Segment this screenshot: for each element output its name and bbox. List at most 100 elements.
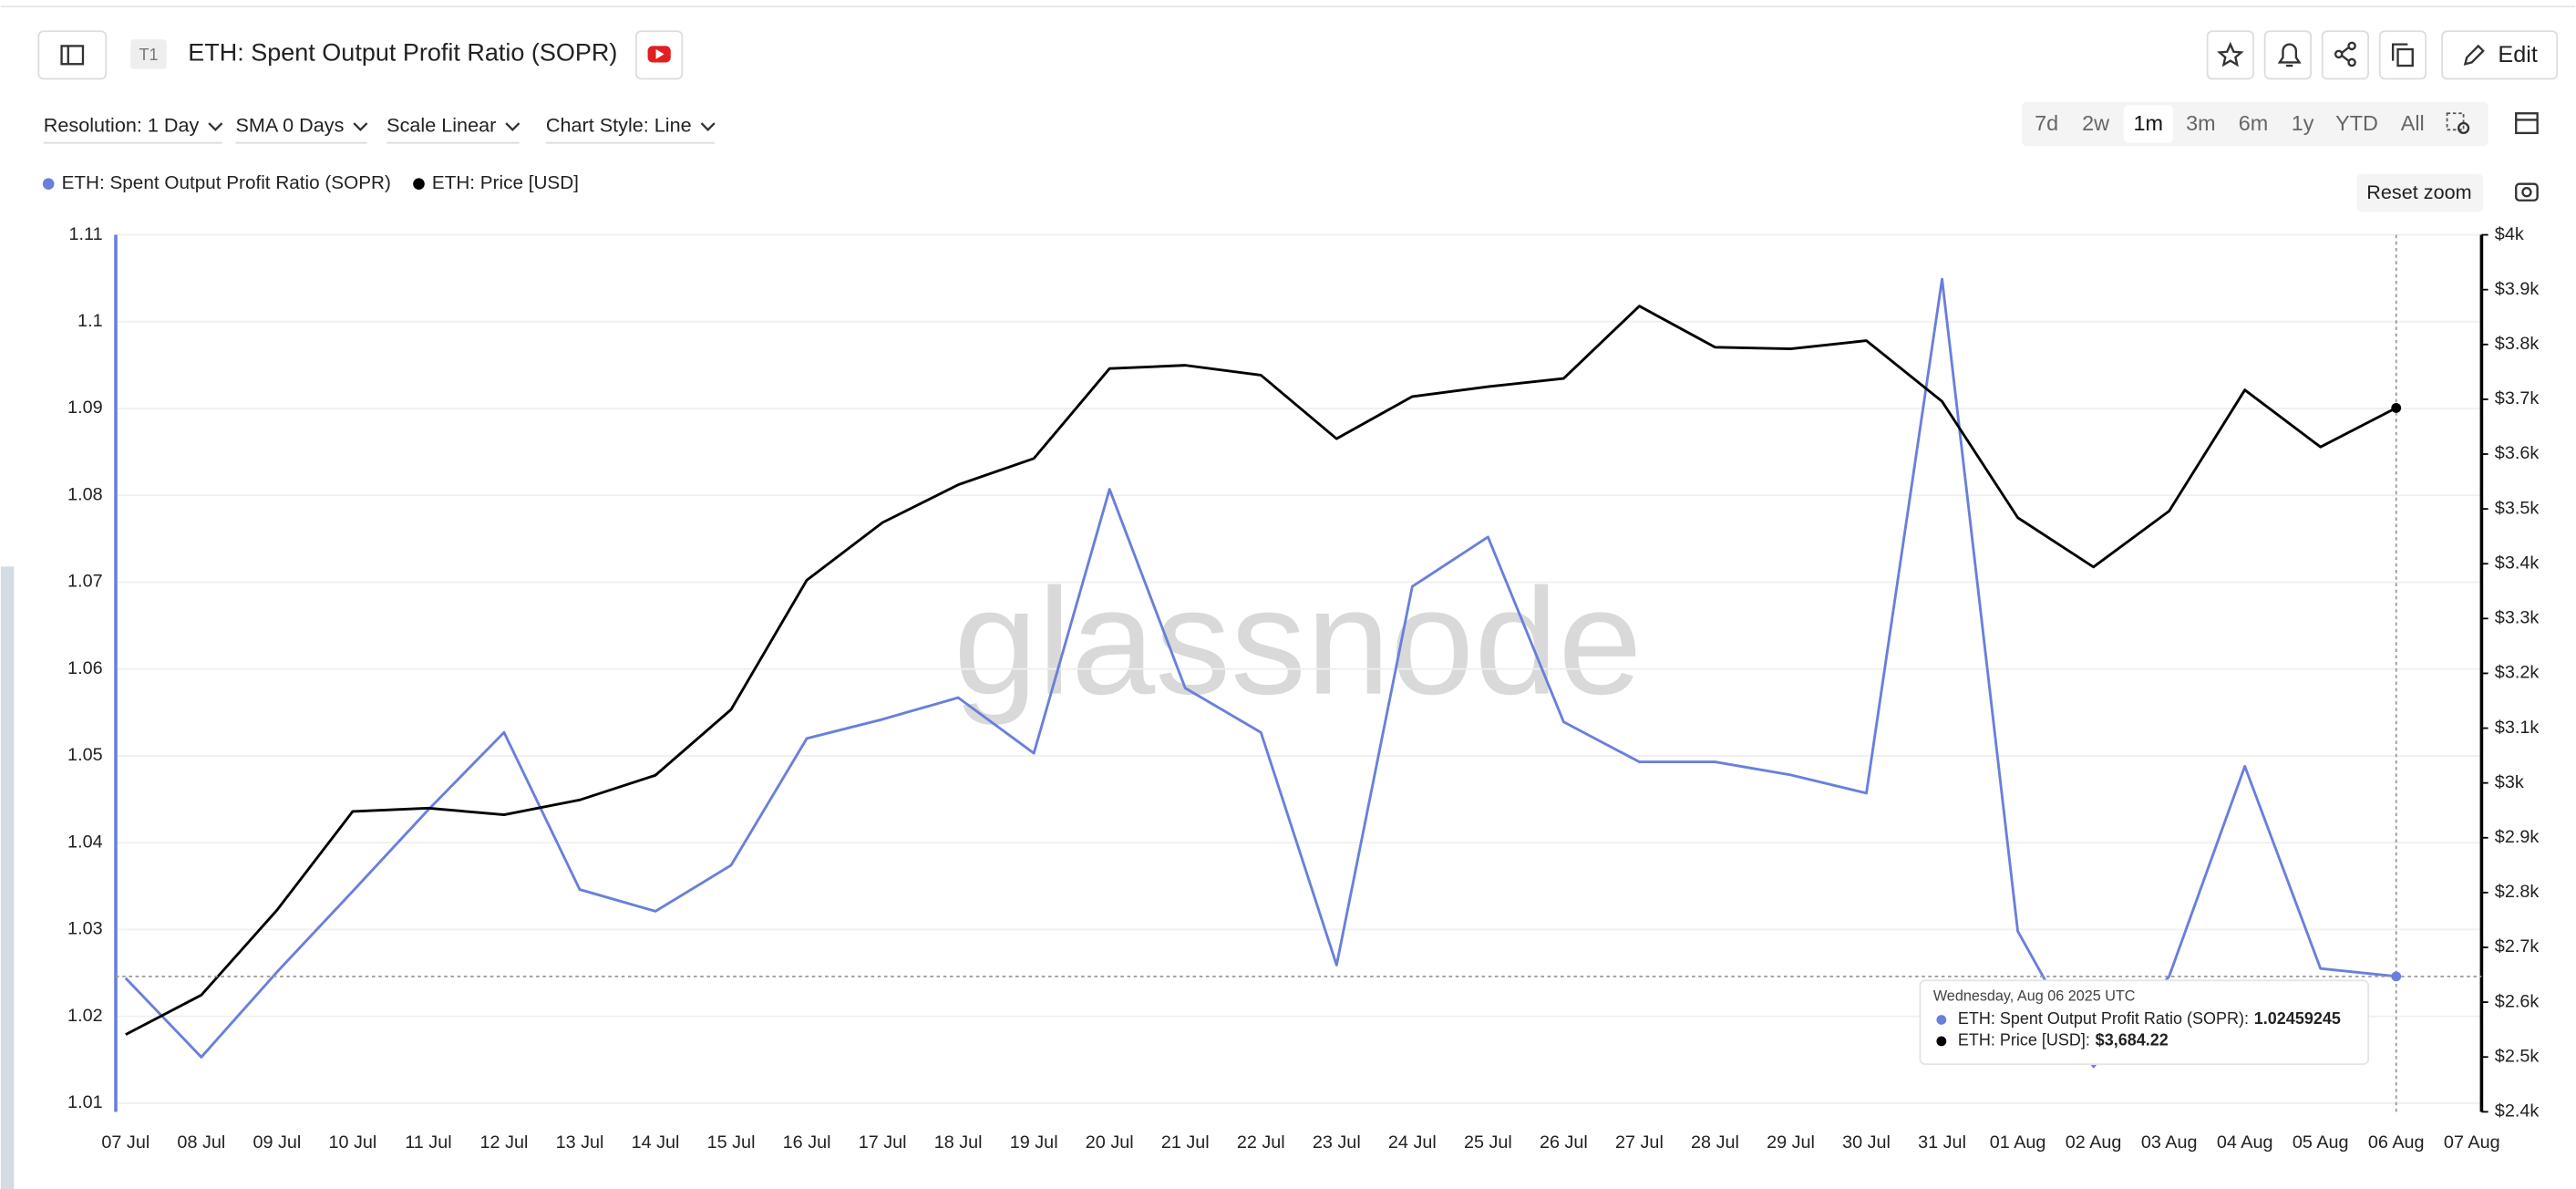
control-dropdown[interactable]: Chart Style: Line bbox=[545, 113, 716, 144]
y2-tick-label: $3k bbox=[2495, 772, 2524, 792]
y-tick-label: 1.08 bbox=[67, 484, 103, 504]
x-tick-label: 30 Jul bbox=[1842, 1132, 1891, 1153]
range-button[interactable]: 2w bbox=[2082, 111, 2109, 135]
legend-dot bbox=[413, 178, 425, 191]
y2-tick-label: $2.4k bbox=[2495, 1101, 2540, 1122]
hover-point bbox=[2391, 971, 2402, 982]
range-selected bbox=[2123, 105, 2173, 143]
tooltip-box bbox=[1919, 979, 2370, 1066]
page-title: ETH: Spent Output Profit Ratio (SOPR) bbox=[188, 39, 617, 67]
range-button[interactable]: 3m bbox=[2186, 111, 2216, 135]
x-tick-label: 13 Jul bbox=[556, 1132, 604, 1153]
control-label: Scale Linear bbox=[386, 113, 496, 136]
y-tick-label: 1.07 bbox=[67, 572, 103, 592]
tooltip-dot bbox=[1936, 1036, 1947, 1047]
range-button[interactable]: 6m bbox=[2239, 111, 2269, 135]
x-tick-label: 31 Jul bbox=[1918, 1132, 1966, 1153]
tooltip-name: ETH: Spent Output Profit Ratio (SOPR) bbox=[1958, 1009, 2244, 1028]
x-tick-label: 19 Jul bbox=[1010, 1132, 1058, 1153]
y2-tick-label: $3.8k bbox=[2495, 334, 2540, 354]
x-tick-label: 07 Aug bbox=[2444, 1132, 2500, 1153]
y2-tick-label: $4k bbox=[2495, 224, 2524, 244]
tooltip-colon: : bbox=[2086, 1031, 2090, 1049]
screenshot-button[interactable] bbox=[2515, 182, 2539, 202]
chevron bbox=[208, 122, 223, 131]
control-dropdown[interactable]: Resolution: 1 Day bbox=[43, 113, 223, 144]
y2-tick-label: $3.9k bbox=[2495, 279, 2540, 299]
youtube-button[interactable] bbox=[635, 30, 684, 80]
x-tick-label: 21 Jul bbox=[1161, 1132, 1210, 1153]
x-tick-label: 27 Jul bbox=[1615, 1132, 1664, 1153]
y2-tick-label: $2.9k bbox=[2495, 827, 2540, 847]
scrollbar bbox=[0, 566, 15, 1189]
y-tick-label: 1.06 bbox=[67, 658, 103, 678]
y-tick-label: 1.11 bbox=[69, 224, 103, 244]
x-tick-label: 24 Jul bbox=[1388, 1132, 1437, 1153]
range-button[interactable]: All bbox=[2401, 111, 2425, 135]
zoom-select-button[interactable] bbox=[2446, 112, 2470, 135]
copy-button[interactable] bbox=[2378, 30, 2427, 80]
y2-tick-label: $2.8k bbox=[2495, 882, 2540, 902]
x-tick-label: 09 Jul bbox=[252, 1132, 301, 1153]
control-dropdown[interactable]: SMA 0 Days bbox=[235, 113, 368, 144]
x-tick-label: 29 Jul bbox=[1767, 1132, 1815, 1153]
watermark: glassnode bbox=[953, 558, 1642, 727]
y2-tick-label: $3.1k bbox=[2495, 718, 2540, 738]
chevron bbox=[505, 122, 520, 131]
y2-tick-label: $2.5k bbox=[2495, 1046, 2540, 1066]
alert-button[interactable] bbox=[2263, 30, 2312, 80]
control-dropdown[interactable]: Scale Linear bbox=[386, 113, 520, 144]
share-button[interactable] bbox=[2321, 30, 2370, 80]
legend-label[interactable]: ETH: Price [USD] bbox=[432, 172, 579, 193]
range-button[interactable]: 7d bbox=[2035, 111, 2058, 135]
hover-point bbox=[2391, 402, 2402, 413]
range-button[interactable]: 1m bbox=[2134, 111, 2164, 135]
tooltip-date: Wednesday, Aug 06 2025 UTC bbox=[1933, 988, 2136, 1005]
y-tick-label: 1.01 bbox=[67, 1092, 103, 1112]
tooltip-value: 1.02459245 bbox=[2254, 1009, 2341, 1028]
control-label: Resolution: 1 Day bbox=[44, 113, 200, 136]
edit-button[interactable]: Edit bbox=[2441, 30, 2559, 80]
reset-zoom-label: Reset zoom bbox=[2366, 181, 2471, 203]
y2-tick-label: $3.5k bbox=[2495, 498, 2540, 518]
x-tick-label: 23 Jul bbox=[1313, 1132, 1361, 1153]
reset-zoom-button[interactable]: Reset zoom bbox=[2356, 173, 2484, 212]
legend-label[interactable]: ETH: Spent Output Profit Ratio (SOPR) bbox=[62, 172, 391, 193]
x-tick-label: 08 Jul bbox=[177, 1132, 225, 1153]
x-tick-label: 22 Jul bbox=[1237, 1132, 1285, 1153]
edit-label: Edit bbox=[2498, 42, 2537, 67]
sidebar-toggle[interactable] bbox=[37, 30, 108, 80]
x-tick-label: 20 Jul bbox=[1086, 1132, 1134, 1153]
y-tick-label: 1.03 bbox=[67, 919, 103, 939]
tooltip-colon: : bbox=[2244, 1009, 2249, 1028]
series-line bbox=[124, 277, 2396, 1069]
y-tick-label: 1.04 bbox=[67, 832, 103, 852]
x-tick-label: 28 Jul bbox=[1691, 1132, 1739, 1153]
x-tick-label: 15 Jul bbox=[707, 1132, 756, 1153]
star-button[interactable] bbox=[2206, 30, 2254, 80]
control-label: SMA 0 Days bbox=[235, 113, 344, 136]
y-tick-label: 1.09 bbox=[67, 398, 103, 418]
chevron bbox=[700, 122, 716, 131]
y2-tick-label: $3.4k bbox=[2495, 553, 2540, 573]
calendar-button[interactable] bbox=[2515, 112, 2539, 135]
range-button[interactable]: 1y bbox=[2292, 111, 2314, 135]
legend-dot bbox=[42, 178, 55, 191]
y2-tick-label: $3.2k bbox=[2495, 663, 2540, 683]
x-tick-label: 01 Aug bbox=[1990, 1132, 2046, 1153]
badge: T1 bbox=[139, 46, 159, 64]
y2-tick-label: $3.3k bbox=[2495, 608, 2540, 628]
y2-tick-label: $2.6k bbox=[2495, 991, 2540, 1011]
series-line bbox=[125, 305, 2397, 1036]
x-tick-label: 05 Aug bbox=[2293, 1132, 2349, 1153]
x-tick-label: 11 Jul bbox=[405, 1132, 451, 1153]
x-tick-label: 04 Aug bbox=[2217, 1132, 2273, 1153]
x-tick-label: 26 Jul bbox=[1540, 1132, 1588, 1153]
y-tick-label: 1.02 bbox=[67, 1006, 103, 1026]
x-tick-label: 03 Aug bbox=[2141, 1132, 2198, 1153]
range-button[interactable]: YTD bbox=[2335, 111, 2378, 135]
y2-tick-label: $3.6k bbox=[2495, 443, 2540, 463]
x-tick-label: 07 Jul bbox=[101, 1132, 149, 1153]
y2-tick-label: $3.7k bbox=[2495, 388, 2540, 408]
